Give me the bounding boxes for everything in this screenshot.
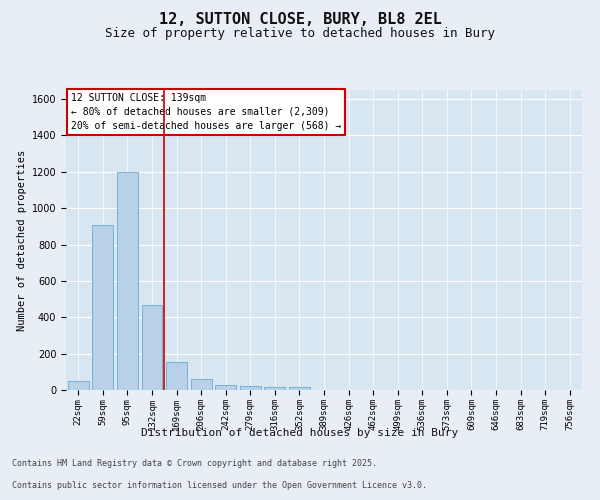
Bar (289, 388, 310, 390)
Bar (265, 388, 286, 390)
Bar (68, 381, 89, 390)
Y-axis label: Number of detached properties: Number of detached properties (17, 150, 28, 330)
Bar (215, 384, 236, 390)
Text: 12, SUTTON CLOSE, BURY, BL8 2EL: 12, SUTTON CLOSE, BURY, BL8 2EL (158, 12, 442, 28)
Text: Distribution of detached houses by size in Bury: Distribution of detached houses by size … (142, 428, 458, 438)
Bar (142, 304, 163, 390)
Bar (117, 172, 138, 390)
Text: Contains HM Land Registry data © Crown copyright and database right 2025.: Contains HM Land Registry data © Crown c… (12, 458, 377, 468)
Text: 12 SUTTON CLOSE: 139sqm
← 80% of detached houses are smaller (2,309)
20% of semi: 12 SUTTON CLOSE: 139sqm ← 80% of detache… (71, 93, 341, 131)
Text: Contains public sector information licensed under the Open Government Licence v3: Contains public sector information licen… (12, 481, 427, 490)
Bar (166, 362, 187, 390)
Text: Size of property relative to detached houses in Bury: Size of property relative to detached ho… (105, 28, 495, 40)
Bar (92, 224, 113, 390)
Bar (240, 386, 261, 390)
Bar (191, 379, 212, 390)
